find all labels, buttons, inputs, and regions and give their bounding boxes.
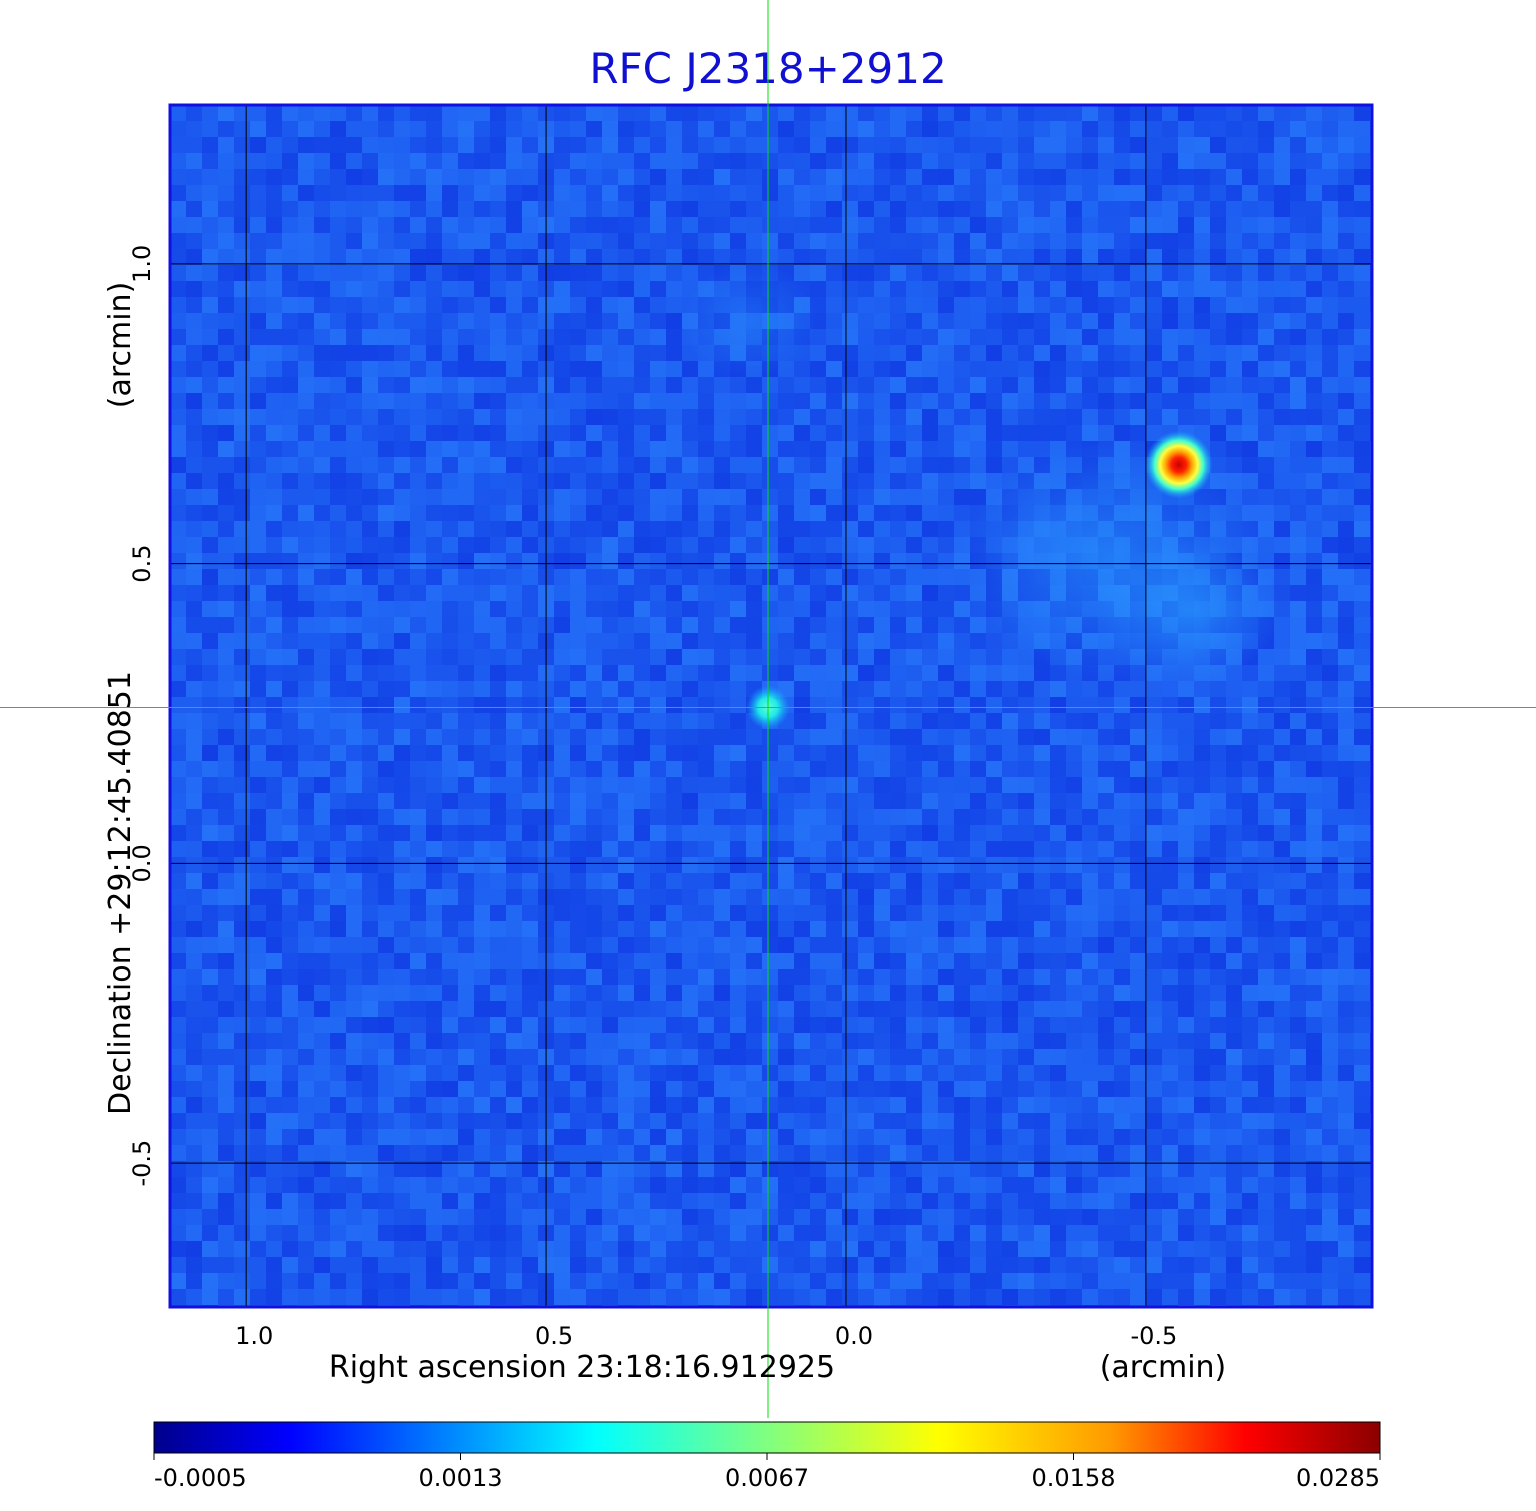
colorbar-tick-label: 0.0067 [725,1464,809,1492]
y-tick-label: 0.5 [128,545,156,583]
x-tick-label: -0.5 [1130,1322,1177,1350]
colorbar-tick-label: 0.0013 [419,1464,503,1492]
colorbar [153,1421,1381,1454]
y-axis-unit: (arcmin) [103,282,138,409]
x-axis-label: Right ascension 23:18:16.912925 [329,1350,835,1385]
plot-frame [168,103,1374,1309]
x-tick-label: 0.5 [535,1322,573,1350]
colorbar-tick-label: 0.0285 [1296,1464,1380,1492]
diffuse-emission [680,260,1280,680]
source-1 [1144,430,1213,499]
crosshair [0,0,1536,1418]
y-tick-label: 0.0 [128,844,156,882]
x-axis-unit: (arcmin) [1100,1350,1227,1385]
colorbar-tick-label: -0.0005 [154,1464,247,1492]
grid [170,105,1372,1307]
colorbar-ticks: -0.0005 0.0013 0.0067 0.0158 0.0285 [153,1453,1381,1492]
x-tick-label: 0.0 [835,1322,873,1350]
x-tick-label: 1.0 [235,1322,273,1350]
y-tick-label: -0.5 [128,1140,156,1187]
y-tick-labels: 1.0 0.5 0.0 -0.5 [128,245,156,1187]
y-axis-label: Declination +29:12:45.40851 [103,671,138,1115]
colorbar-tick-label: 0.0158 [1032,1464,1116,1492]
y-tick-label: 1.0 [128,245,156,283]
x-tick-labels: 1.0 0.5 0.0 -0.5 [235,1322,1177,1350]
